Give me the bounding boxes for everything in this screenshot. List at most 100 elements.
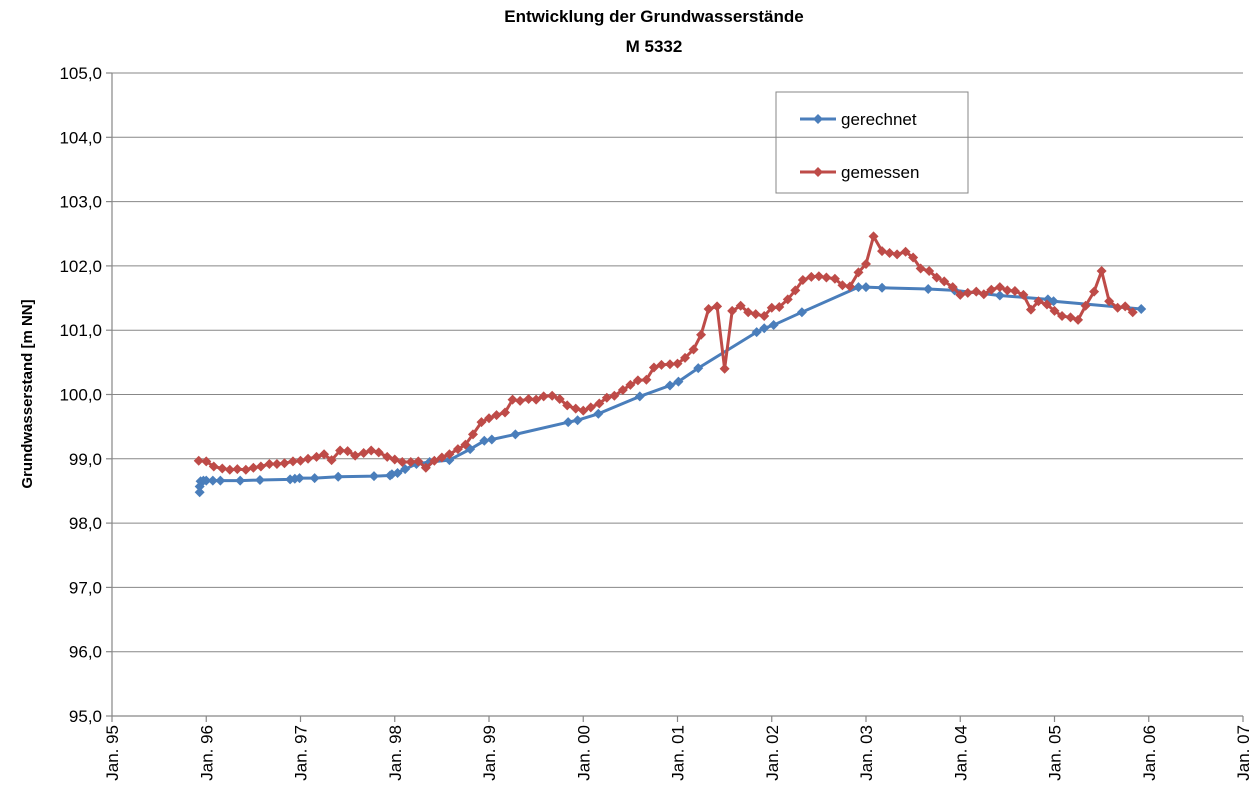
data-point: [1018, 289, 1029, 300]
data-point: [978, 289, 989, 300]
data-point: [309, 473, 320, 484]
data-point: [287, 456, 298, 467]
data-point: [915, 263, 926, 274]
y-tick-label: 104,0: [59, 128, 102, 147]
data-point: [201, 456, 212, 467]
data-point: [303, 453, 314, 464]
data-point: [750, 309, 761, 320]
x-tick-label: Jan. 02: [763, 725, 782, 781]
data-point: [350, 450, 361, 461]
data-point: [634, 391, 645, 402]
data-point: [392, 467, 403, 478]
data-point: [500, 407, 511, 418]
data-point: [759, 323, 770, 334]
data-point: [1002, 285, 1013, 296]
data-point: [844, 281, 855, 292]
data-point: [294, 473, 305, 484]
data-point: [217, 463, 228, 474]
x-tick-label: Jan. 95: [103, 725, 122, 781]
data-point: [193, 455, 204, 466]
x-tick-label: Jan. 98: [386, 725, 405, 781]
data-point: [806, 271, 817, 282]
data-point: [389, 454, 400, 465]
data-point: [955, 289, 966, 300]
x-tick-label: Jan. 05: [1046, 725, 1065, 781]
data-point: [444, 449, 455, 460]
data-point: [796, 307, 807, 318]
data-point: [460, 439, 471, 450]
data-point: [444, 455, 455, 466]
data-point: [224, 464, 235, 475]
data-point: [201, 475, 212, 486]
data-point: [712, 301, 723, 312]
data-point: [853, 267, 864, 278]
x-tick-label: Jan. 04: [951, 725, 970, 781]
data-point: [971, 286, 982, 297]
data-point: [593, 408, 604, 419]
data-point: [413, 456, 424, 467]
data-point: [861, 258, 871, 269]
data-point: [673, 376, 684, 387]
data-point: [507, 394, 518, 405]
data-point: [578, 405, 589, 416]
data-point: [947, 282, 958, 293]
data-point: [664, 380, 675, 391]
data-point: [908, 252, 919, 263]
data-point: [531, 394, 542, 405]
data-point: [759, 311, 770, 322]
data-point: [986, 284, 997, 295]
data-point: [295, 455, 306, 466]
data-point: [688, 344, 699, 355]
data-point: [194, 487, 205, 498]
data-point: [594, 398, 605, 409]
data-point: [342, 446, 353, 457]
data-point: [797, 275, 808, 286]
data-point: [1041, 299, 1052, 310]
data-point: [680, 352, 691, 363]
data-point: [208, 461, 219, 472]
data-point: [248, 462, 259, 473]
x-tick-label: Jan. 97: [292, 725, 311, 781]
data-point: [877, 246, 888, 257]
y-tick-label: 95,0: [69, 707, 102, 726]
chart-title: Entwicklung der Grundwasserstände: [504, 7, 803, 26]
data-point: [515, 395, 526, 406]
y-tick-label: 99,0: [69, 450, 102, 469]
data-point: [743, 307, 754, 318]
data-point: [484, 413, 494, 424]
data-point: [255, 461, 266, 472]
data-point: [479, 435, 490, 446]
data-point: [240, 464, 251, 475]
data-point: [774, 302, 785, 313]
data-point: [1033, 296, 1044, 307]
data-point: [538, 391, 549, 402]
data-point: [279, 458, 290, 469]
data-point: [609, 390, 620, 401]
y-axis-label: Grundwasserstand [m NN]: [19, 299, 36, 488]
data-point: [853, 282, 864, 293]
data-point: [1009, 285, 1020, 296]
data-point: [366, 445, 377, 456]
data-point: [405, 457, 416, 468]
x-tick-label: Jan. 99: [480, 725, 499, 781]
data-point: [563, 417, 574, 428]
data-point: [562, 400, 573, 411]
data-point: [452, 444, 463, 455]
data-point: [207, 475, 218, 486]
x-tick-label: Jan. 00: [574, 725, 593, 781]
y-tick-label: 100,0: [59, 386, 102, 405]
data-point: [727, 305, 738, 316]
data-point: [373, 447, 384, 458]
chart-subtitle: M 5332: [626, 37, 683, 56]
data-point: [877, 282, 888, 293]
y-tick-label: 102,0: [59, 257, 102, 276]
data-point: [962, 287, 973, 298]
data-point: [884, 248, 895, 259]
x-tick-label: Jan. 07: [1234, 725, 1252, 781]
data-point: [1057, 311, 1068, 322]
data-point: [1112, 302, 1123, 313]
y-tick-label: 97,0: [69, 578, 102, 597]
data-point: [1065, 312, 1076, 323]
data-point: [1080, 300, 1091, 311]
